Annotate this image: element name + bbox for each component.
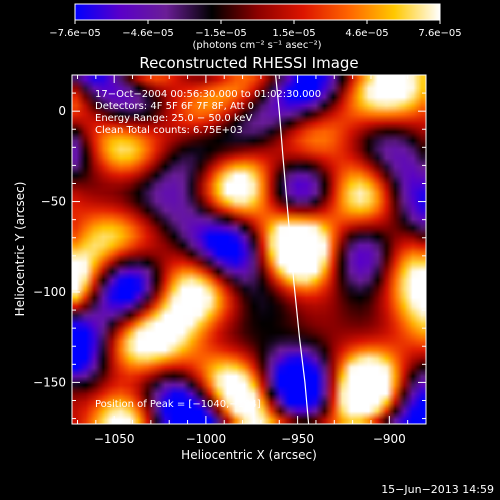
annotation-time-range: 17−Oct−2004 00:56:30.000 to 01:02:30.000 bbox=[95, 89, 321, 100]
colorbar-tick-label: −7.6e−05 bbox=[49, 28, 101, 39]
x-axis: −1050 −1000 −950 −900 bbox=[77, 75, 427, 446]
colorbar bbox=[74, 3, 441, 21]
x-tick-label: −1000 bbox=[186, 432, 227, 446]
footer-timestamp: 15−Jun−2013 14:59 bbox=[381, 483, 494, 496]
x-tick-label: −900 bbox=[373, 432, 406, 446]
chart-title: Reconstructed RHESSI Image bbox=[139, 54, 358, 72]
colorbar-unit-label: (photons cm⁻² s⁻¹ asec⁻²) bbox=[192, 40, 321, 51]
annotation-detectors: Detectors: 4F 5F 6F 7F 8F, Att 0 bbox=[95, 101, 254, 112]
x-axis-label: Heliocentric X (arcsec) bbox=[181, 448, 317, 462]
x-tick-label: −950 bbox=[281, 432, 314, 446]
colorbar-tick-label: 4.6e−05 bbox=[345, 28, 388, 39]
x-tick-label: −1050 bbox=[94, 432, 135, 446]
y-tick-label: −150 bbox=[33, 375, 66, 389]
colorbar-tick-label: 1.5e−05 bbox=[272, 28, 315, 39]
y-tick-label: 0 bbox=[58, 104, 66, 118]
solar-limb-line bbox=[274, 75, 310, 424]
y-axis-label: Heliocentric Y (arcsec) bbox=[13, 182, 27, 317]
y-axis: 0 −50 −100 −150 bbox=[33, 92, 426, 420]
y-tick-label: −50 bbox=[41, 195, 66, 209]
colorbar-ticks: −7.6e−05 −4.6e−05 −1.5e−05 1.5e−05 4.6e−05 7.… bbox=[49, 20, 462, 39]
colorbar-tick-label: −4.6e−05 bbox=[122, 28, 174, 39]
colorbar-tick-label: 7.6e−05 bbox=[418, 28, 461, 39]
heatmap-image bbox=[72, 75, 426, 424]
y-tick-label: −100 bbox=[33, 285, 66, 299]
annotation-energy-range: Energy Range: 25.0 − 50.0 keV bbox=[95, 113, 252, 124]
annotation-method: Clean Total counts: 6.75E+03 bbox=[95, 125, 243, 136]
colorbar-tick-label: −1.5e−05 bbox=[195, 28, 247, 39]
annotation-peak: Position of Peak = [−1040,−104] bbox=[95, 399, 261, 410]
plot-frame bbox=[71, 74, 427, 425]
